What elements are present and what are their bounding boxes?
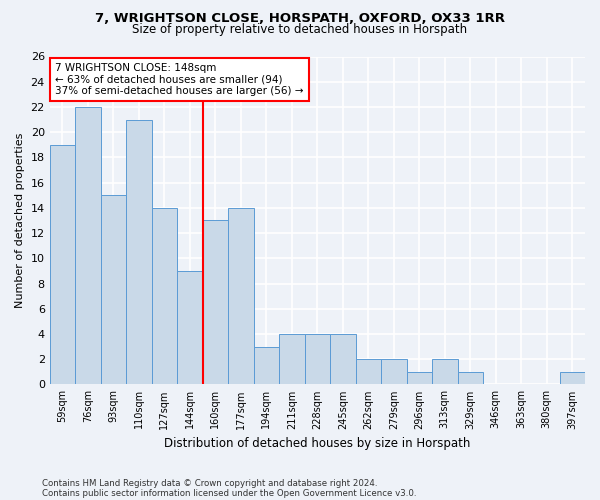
Bar: [305, 334, 330, 384]
Bar: [126, 120, 152, 384]
Bar: [101, 195, 126, 384]
Bar: [330, 334, 356, 384]
Bar: [177, 271, 203, 384]
Bar: [407, 372, 432, 384]
Bar: [228, 208, 254, 384]
Text: Size of property relative to detached houses in Horspath: Size of property relative to detached ho…: [133, 22, 467, 36]
Bar: [50, 145, 75, 384]
Bar: [279, 334, 305, 384]
Bar: [203, 220, 228, 384]
Text: Contains HM Land Registry data © Crown copyright and database right 2024.: Contains HM Land Registry data © Crown c…: [42, 478, 377, 488]
Bar: [254, 346, 279, 385]
Bar: [381, 359, 407, 384]
Bar: [432, 359, 458, 384]
Bar: [356, 359, 381, 384]
Bar: [560, 372, 585, 384]
Y-axis label: Number of detached properties: Number of detached properties: [15, 133, 25, 308]
Bar: [75, 107, 101, 384]
X-axis label: Distribution of detached houses by size in Horspath: Distribution of detached houses by size …: [164, 437, 470, 450]
Bar: [458, 372, 483, 384]
Bar: [152, 208, 177, 384]
Text: Contains public sector information licensed under the Open Government Licence v3: Contains public sector information licen…: [42, 488, 416, 498]
Text: 7 WRIGHTSON CLOSE: 148sqm
← 63% of detached houses are smaller (94)
37% of semi-: 7 WRIGHTSON CLOSE: 148sqm ← 63% of detac…: [55, 63, 304, 96]
Text: 7, WRIGHTSON CLOSE, HORSPATH, OXFORD, OX33 1RR: 7, WRIGHTSON CLOSE, HORSPATH, OXFORD, OX…: [95, 12, 505, 26]
